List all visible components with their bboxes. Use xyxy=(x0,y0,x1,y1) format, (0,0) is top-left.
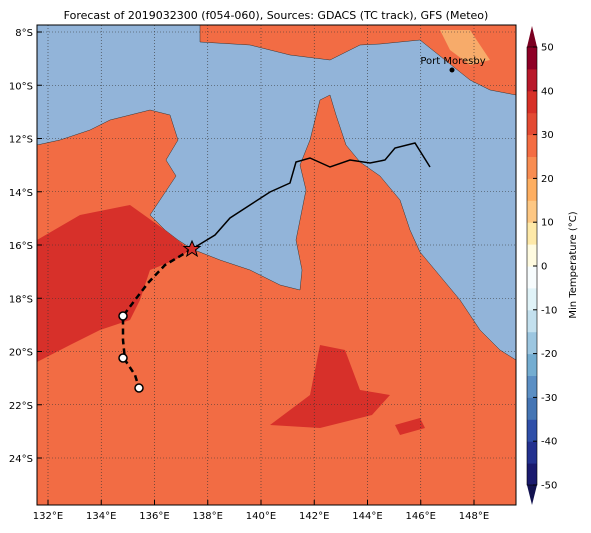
x-tick-label: 146°E xyxy=(406,511,436,522)
colorbar-band xyxy=(527,68,537,92)
tc-point xyxy=(134,383,144,393)
y-tick-label: 12°S xyxy=(9,135,33,146)
colorbar-tick-label: 50 xyxy=(541,43,554,54)
x-tick-label: 140°E xyxy=(246,511,276,522)
y-tick-label: 14°S xyxy=(9,188,33,199)
tc-forecast-track xyxy=(121,247,193,389)
colorbar-band xyxy=(527,178,537,201)
x-tick-label: 134°E xyxy=(86,511,116,522)
colorbar-label: Min Temperature (°C) xyxy=(568,211,579,318)
colorbar-band xyxy=(527,134,537,157)
colorbar-tick-label: -40 xyxy=(541,437,557,448)
colorbar-band xyxy=(527,266,537,289)
colorbar-band xyxy=(527,156,537,179)
cold-small xyxy=(395,418,425,435)
map: Port Moresby xyxy=(37,25,516,505)
x-tick-label: 142°E xyxy=(299,511,329,522)
colorbar-extend xyxy=(527,485,537,505)
colorbar-extend xyxy=(527,26,537,47)
colorbar-band xyxy=(527,375,537,398)
colorbar-band xyxy=(527,397,537,420)
colorbar-tick-label: -10 xyxy=(541,305,557,316)
colorbar-band xyxy=(527,309,537,333)
y-tick-label: 18°S xyxy=(9,294,33,305)
cold-west xyxy=(37,205,190,362)
colorbar-band xyxy=(527,463,537,486)
x-tick-label: 148°E xyxy=(459,511,489,522)
y-tick-label: 22°S xyxy=(9,401,33,412)
x-tick-label: 138°E xyxy=(193,511,223,522)
colorbar-band xyxy=(527,222,537,245)
y-tick-label: 24°S xyxy=(9,454,33,465)
colorbar-band xyxy=(527,112,537,136)
y-tick-label: 10°S xyxy=(9,81,33,92)
place-marker xyxy=(449,67,455,73)
australia xyxy=(37,94,516,505)
place-label: Port Moresby xyxy=(420,56,485,67)
tc-track xyxy=(191,142,431,250)
x-tick-label: 136°E xyxy=(139,511,169,522)
highland xyxy=(440,30,490,65)
colorbar-band xyxy=(527,47,537,70)
colorbar-band xyxy=(527,441,537,464)
y-tick-label: 20°S xyxy=(9,348,33,359)
colorbar-band xyxy=(527,353,537,376)
colorbar-tick-label: 30 xyxy=(541,130,554,141)
title: Forecast of 2019032300 (f054-060), Sourc… xyxy=(64,9,489,22)
colorbar-band xyxy=(527,90,537,114)
colorbar-band xyxy=(527,287,537,311)
x-tick-label: 144°E xyxy=(352,511,382,522)
colorbar-tick-label: -50 xyxy=(541,481,557,492)
colorbar-band xyxy=(527,200,537,223)
colorbar-tick-label: -20 xyxy=(541,349,557,360)
y-tick-label: 16°S xyxy=(9,241,33,252)
tc-star xyxy=(182,239,202,258)
colorbar-tick-label: -30 xyxy=(541,393,557,404)
y-tick-label: 8°S xyxy=(15,28,33,39)
colorbar: 50 40 30 20 10 0 -10 -20 -30 -40 -50 xyxy=(526,26,557,505)
colorbar-band xyxy=(527,419,537,442)
tc-point xyxy=(118,353,128,363)
x-tick-label: 132°E xyxy=(33,511,63,522)
tc-point xyxy=(118,311,128,321)
colorbar-tick-label: 0 xyxy=(541,262,547,273)
map-frame xyxy=(36,24,517,506)
cold-central xyxy=(270,345,390,428)
new-guinea xyxy=(199,25,516,96)
colorbar-band xyxy=(527,244,537,267)
colorbar-tick-label: 20 xyxy=(541,174,554,185)
colorbar-band xyxy=(527,331,537,355)
colorbar-tick-label: 40 xyxy=(541,86,554,97)
colorbar-tick-label: 10 xyxy=(541,218,554,229)
